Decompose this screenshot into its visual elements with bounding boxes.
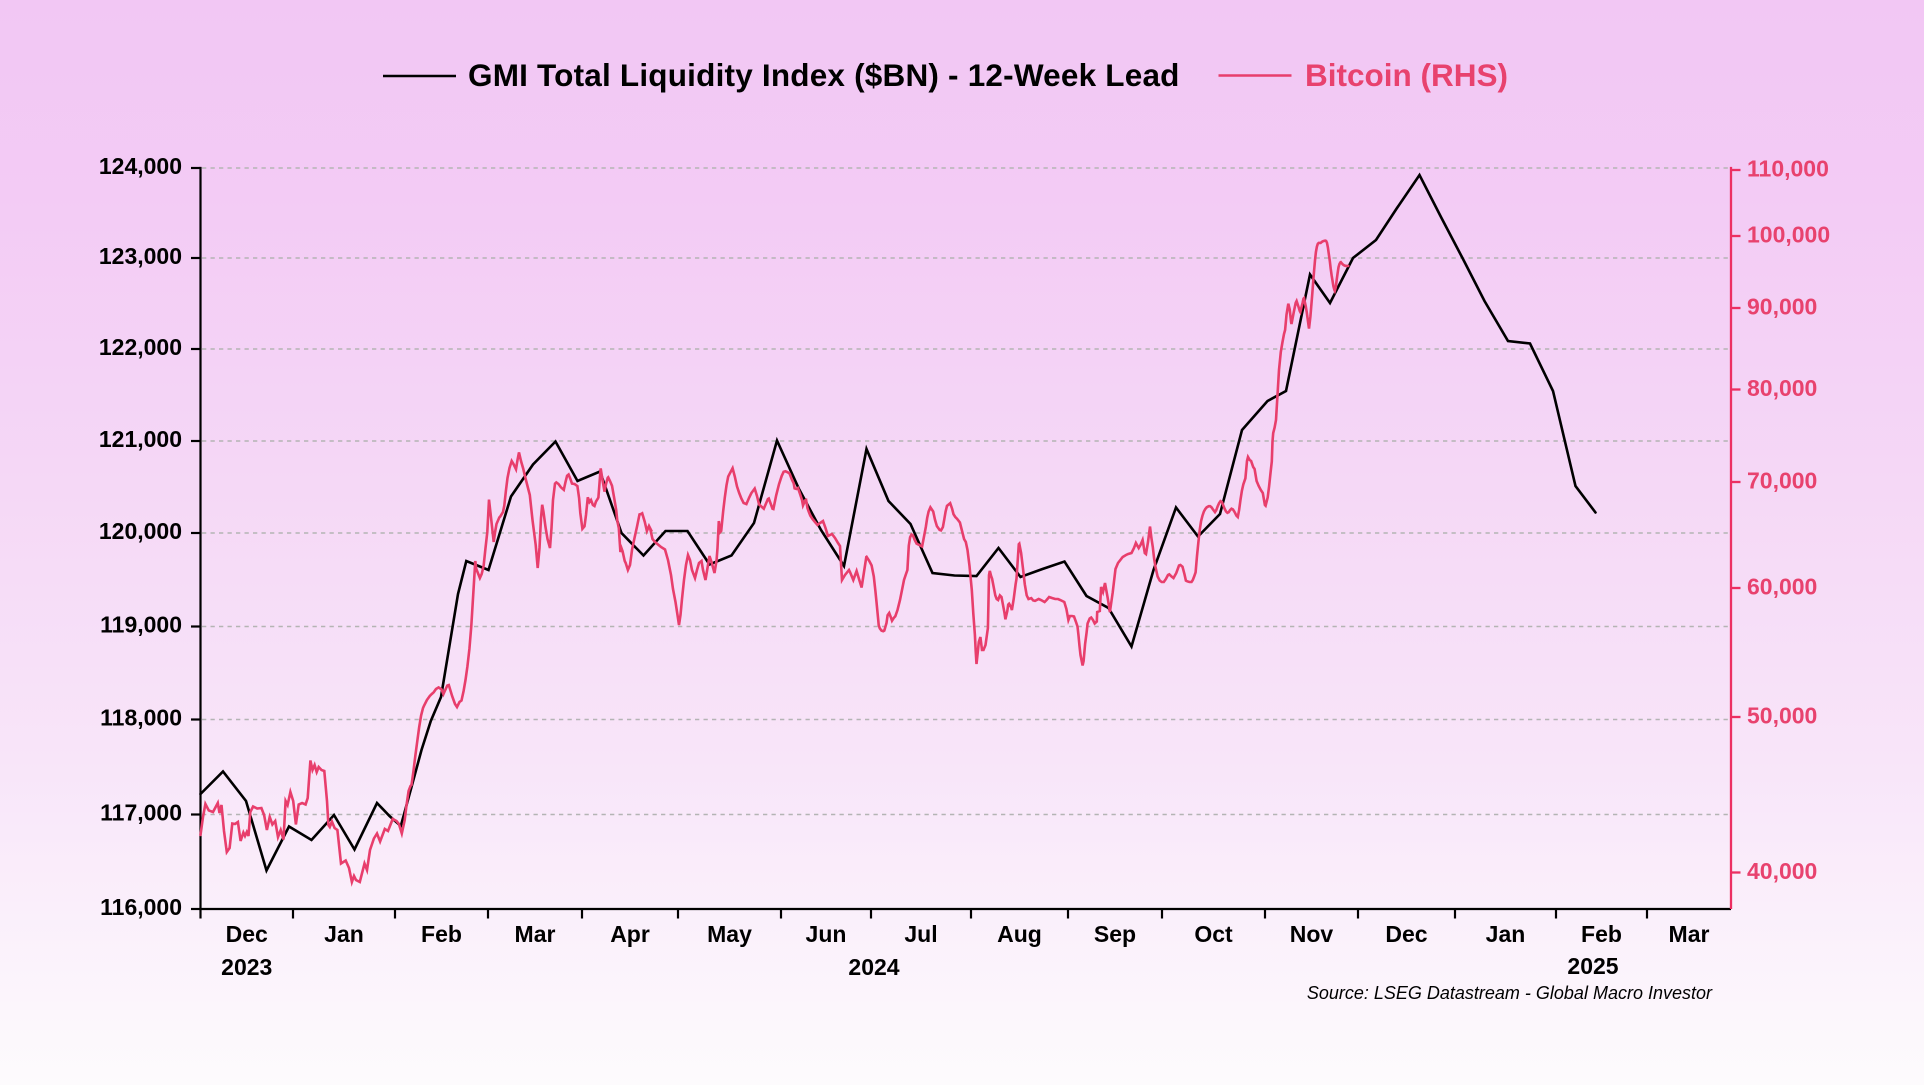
svg-text:100,000: 100,000 xyxy=(1747,222,1830,248)
svg-text:Dec: Dec xyxy=(1385,921,1427,947)
svg-text:Source: LSEG Datastream - Glob: Source: LSEG Datastream - Global Macro I… xyxy=(1307,983,1713,1003)
svg-text:40,000: 40,000 xyxy=(1747,858,1817,884)
svg-text:2023: 2023 xyxy=(221,954,272,980)
svg-text:Nov: Nov xyxy=(1290,921,1334,947)
svg-text:121,000: 121,000 xyxy=(99,426,182,452)
svg-text:Apr: Apr xyxy=(610,921,650,947)
svg-text:Sep: Sep xyxy=(1094,921,1136,947)
svg-text:110,000: 110,000 xyxy=(1747,156,1829,182)
svg-text:118,000: 118,000 xyxy=(100,705,182,731)
svg-text:Aug: Aug xyxy=(997,921,1042,947)
svg-text:116,000: 116,000 xyxy=(100,894,182,920)
svg-text:Jul: Jul xyxy=(904,921,937,947)
svg-text:Dec: Dec xyxy=(226,921,268,947)
svg-text:2024: 2024 xyxy=(848,954,899,980)
svg-text:122,000: 122,000 xyxy=(99,334,182,360)
svg-text:Mar: Mar xyxy=(515,921,556,947)
svg-text:120,000: 120,000 xyxy=(99,518,182,544)
svg-text:124,000: 124,000 xyxy=(99,153,182,179)
svg-text:123,000: 123,000 xyxy=(99,243,182,269)
svg-text:Jan: Jan xyxy=(1486,921,1526,947)
svg-text:80,000: 80,000 xyxy=(1747,375,1817,401)
svg-text:50,000: 50,000 xyxy=(1747,703,1817,729)
svg-text:2025: 2025 xyxy=(1567,953,1618,979)
svg-text:Feb: Feb xyxy=(1581,921,1622,947)
svg-text:Feb: Feb xyxy=(421,921,462,947)
svg-text:119,000: 119,000 xyxy=(100,612,182,638)
svg-text:May: May xyxy=(707,921,752,947)
svg-text:Jan: Jan xyxy=(324,921,364,947)
svg-text:90,000: 90,000 xyxy=(1747,294,1817,320)
svg-text:Bitcoin (RHS): Bitcoin (RHS) xyxy=(1305,57,1508,93)
svg-text:60,000: 60,000 xyxy=(1747,574,1817,600)
svg-text:Jun: Jun xyxy=(806,921,847,947)
svg-text:Mar: Mar xyxy=(1669,921,1710,947)
svg-text:GMI Total Liquidity Index ($BN: GMI Total Liquidity Index ($BN) - 12-Wee… xyxy=(468,57,1180,93)
svg-text:Oct: Oct xyxy=(1194,921,1233,947)
svg-text:117,000: 117,000 xyxy=(100,800,182,826)
svg-text:70,000: 70,000 xyxy=(1747,468,1817,494)
